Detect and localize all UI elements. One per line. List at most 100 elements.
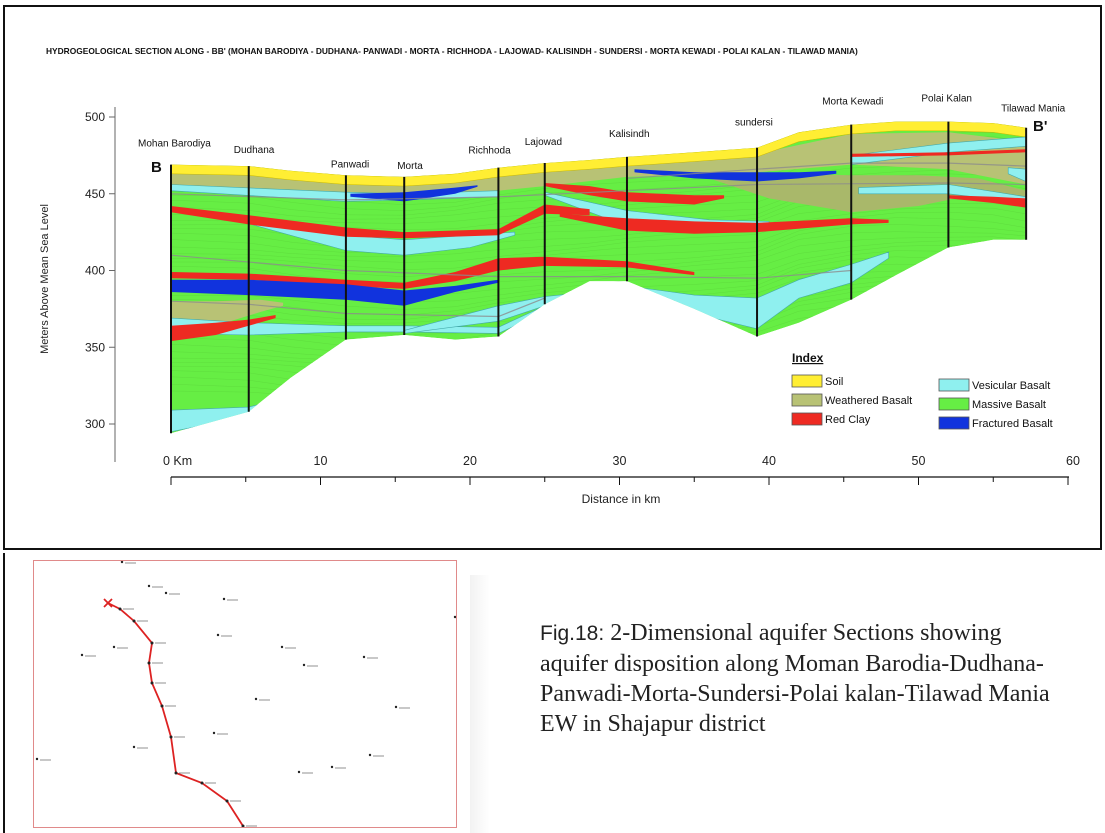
red-clay-layer <box>544 183 725 205</box>
map-point <box>302 663 306 667</box>
borehole-label: Lajowad <box>525 137 562 148</box>
y-tick-label: 450 <box>85 187 105 201</box>
legend-label: Weathered Basalt <box>825 395 912 407</box>
x-axis-ticks: 0 Km 10 20 30 40 50 60 <box>163 454 1080 485</box>
section-title: HYDROGEOLOGICAL SECTION ALONG - BB' (MOH… <box>46 46 858 56</box>
route-point <box>150 681 154 685</box>
borehole-label: Tilawad Mania <box>1001 104 1066 115</box>
figure-label: Fig.18: <box>540 622 605 645</box>
section-end-right: B' <box>1033 118 1047 135</box>
vesicular-basalt-layer <box>1007 167 1027 182</box>
map-point <box>132 745 136 749</box>
route-start-cross-icon <box>103 598 113 608</box>
borehole-label: Dudhana <box>234 145 275 156</box>
map-point <box>330 765 334 769</box>
legend: Index Soil Weathered Basalt Red Clay Vesicu… <box>791 351 1053 430</box>
map-point <box>35 757 39 761</box>
map-point <box>112 645 116 649</box>
x-tick-label: 30 <box>613 454 627 468</box>
map-point <box>254 697 258 701</box>
map-village-points <box>35 561 456 774</box>
fractured-basalt-layer <box>350 185 478 202</box>
borehole-label: Morta Kewadi <box>822 97 883 108</box>
map-point <box>394 705 398 709</box>
caption-panel <box>470 575 1105 833</box>
texture-line <box>171 217 1027 277</box>
section-end-left: B <box>151 159 162 176</box>
borehole-labels: Mohan Barodiya Dudhana Panwadi Morta Richhod… <box>138 94 1066 172</box>
map-point <box>362 655 366 659</box>
aquifer-layers <box>171 121 1027 434</box>
contact-line <box>171 254 852 279</box>
red-clay-layer <box>559 213 889 234</box>
legend-swatch <box>938 416 970 430</box>
x-axis-label: Distance in km <box>582 492 661 506</box>
legend-label: Fractured Basalt <box>972 418 1053 430</box>
map-point <box>216 633 220 637</box>
x-tick-label: 10 <box>314 454 328 468</box>
map-point <box>222 597 226 601</box>
route-point <box>241 824 245 827</box>
legend-swatch <box>791 374 823 388</box>
borehole-label: Panwadi <box>331 159 369 170</box>
map-point <box>368 753 372 757</box>
route-point <box>160 704 164 708</box>
legend-label: Red Clay <box>825 414 871 426</box>
section-panel: HYDROGEOLOGICAL SECTION ALONG - BB' (MOH… <box>3 5 1102 550</box>
y-tick-label: 300 <box>85 417 105 431</box>
map-point <box>164 591 168 595</box>
red-clay-layer <box>171 256 695 289</box>
x-tick-label: 60 <box>1066 454 1080 468</box>
red-clay-layer <box>171 204 590 239</box>
route-points <box>118 607 257 827</box>
legend-swatch <box>791 412 823 426</box>
legend-title: Index <box>792 351 824 365</box>
route-point <box>118 607 122 611</box>
borehole-lines <box>170 121 1028 434</box>
legend-label: Massive Basalt <box>972 399 1046 411</box>
location-map-drawing <box>35 561 456 827</box>
vesicular-basalt-layer <box>245 219 516 256</box>
x-tick-label: 50 <box>912 454 926 468</box>
y-axis-label: Meters Above Mean Sea Level <box>39 204 51 354</box>
map-point <box>147 584 151 588</box>
y-tick-label: 350 <box>85 340 105 354</box>
legend-swatch <box>938 378 970 392</box>
texture-line <box>171 207 1027 263</box>
route-point <box>200 781 204 785</box>
hydrogeological-section-diagram: HYDROGEOLOGICAL SECTION ALONG - BB' (MOH… <box>39 46 1080 506</box>
legend-swatch <box>938 397 970 411</box>
x-tick-label: 40 <box>762 454 776 468</box>
map-point <box>212 731 216 735</box>
borehole-label: Richhoda <box>468 146 511 157</box>
x-tick-label: 20 <box>463 454 477 468</box>
borehole-label: Polai Kalan <box>921 94 972 105</box>
red-clay-layer <box>948 195 1027 208</box>
borehole-label: Mohan Barodiya <box>138 139 211 150</box>
route-point <box>150 641 154 645</box>
legend-label: Soil <box>825 376 843 388</box>
page-border <box>3 553 5 833</box>
map-point <box>280 645 284 649</box>
route-point <box>174 771 178 775</box>
map-point <box>453 615 456 619</box>
map-point <box>80 653 84 657</box>
texture-line <box>171 211 1027 270</box>
route-point <box>147 661 151 665</box>
fractured-basalt-layer <box>634 169 837 182</box>
fractured-basalt-layer <box>171 279 499 306</box>
y-tick-label: 500 <box>85 110 105 124</box>
borehole-label: Morta <box>397 161 423 172</box>
x-tick-label: 0 Km <box>163 454 192 468</box>
borehole-label: Kalisindh <box>609 129 650 140</box>
section-route-line <box>107 602 244 827</box>
location-map <box>33 560 457 828</box>
map-point <box>297 770 301 774</box>
y-tick-label: 400 <box>85 264 105 278</box>
red-clay-layer <box>851 149 1027 157</box>
map-point <box>120 561 124 564</box>
legend-swatch <box>791 393 823 407</box>
figure-caption: Fig.18: 2-Dimensional aquifer Sections s… <box>540 618 1060 739</box>
route-point <box>225 799 229 803</box>
route-point <box>169 735 173 739</box>
